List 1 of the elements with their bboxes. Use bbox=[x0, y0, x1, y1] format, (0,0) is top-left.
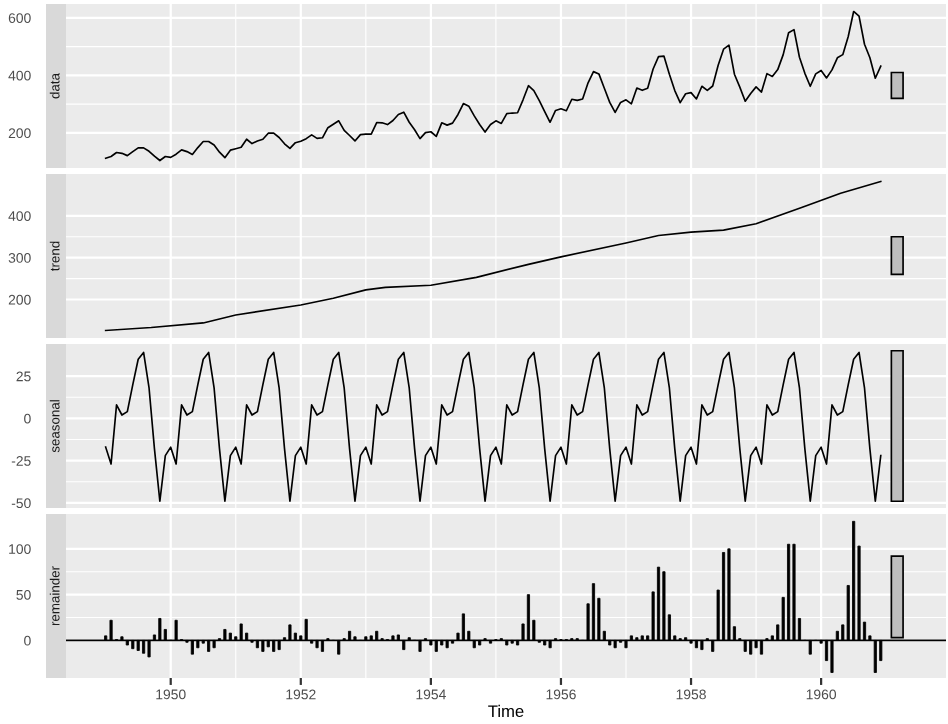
x-axis-title: Time bbox=[488, 704, 524, 718]
